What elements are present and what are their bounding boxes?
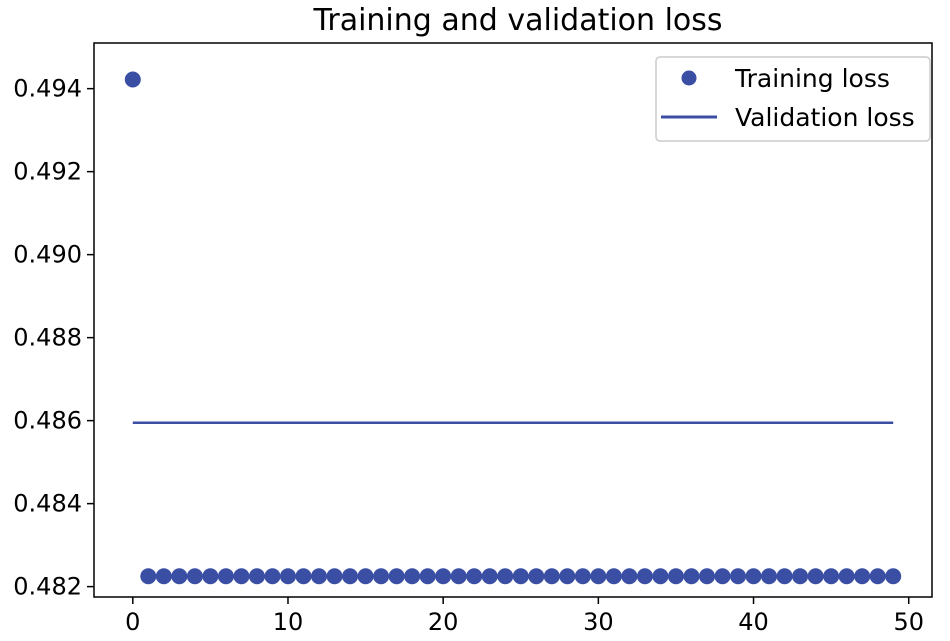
training-loss-point (559, 568, 576, 585)
training-loss-point (326, 568, 343, 585)
training-loss-point (497, 568, 514, 585)
training-loss-point (171, 568, 188, 585)
training-loss-point (264, 568, 281, 585)
training-loss-point (605, 568, 622, 585)
training-loss-point (217, 568, 234, 585)
x-tick-label: 30 (583, 608, 614, 636)
training-loss-point (357, 568, 374, 585)
y-tick-label: 0.490 (13, 241, 82, 269)
training-loss-point (838, 568, 855, 585)
y-tick-label: 0.484 (13, 490, 82, 518)
training-loss-point (450, 568, 467, 585)
legend-label-training: Training loss (734, 64, 890, 93)
training-loss-point (481, 568, 498, 585)
training-loss-point (342, 568, 359, 585)
legend: Training loss Validation loss (655, 56, 931, 142)
training-loss-point (279, 568, 296, 585)
x-tick-label: 20 (428, 608, 459, 636)
training-loss-point (186, 568, 203, 585)
legend-label-validation: Validation loss (735, 103, 915, 132)
training-loss-point (714, 568, 731, 585)
training-loss-point (776, 568, 793, 585)
y-tick-label: 0.482 (13, 573, 82, 601)
training-loss-point (854, 568, 871, 585)
x-tick-label: 50 (893, 608, 924, 636)
training-loss-point (466, 568, 483, 585)
training-loss-point (140, 568, 157, 585)
training-loss-point (652, 568, 669, 585)
y-tick-label: 0.492 (13, 158, 82, 186)
training-loss-point (636, 568, 653, 585)
axes-frame (93, 42, 933, 598)
training-loss-point (869, 568, 886, 585)
training-loss-point (683, 568, 700, 585)
legend-frame (655, 56, 931, 142)
training-loss-point (590, 568, 607, 585)
training-loss-point (761, 568, 778, 585)
y-tick-label: 0.494 (13, 75, 82, 103)
y-tick-label: 0.488 (13, 324, 82, 352)
training-loss-point (730, 568, 747, 585)
training-loss-point (419, 568, 436, 585)
training-loss-point (373, 568, 390, 585)
training-loss-point (295, 568, 312, 585)
training-loss-point (202, 568, 219, 585)
training-loss-point (745, 568, 762, 585)
chart-title: Training and validation loss (312, 3, 722, 38)
training-loss-point (885, 568, 902, 585)
training-loss-point (512, 568, 529, 585)
training-loss-point (528, 568, 545, 585)
training-loss-point (248, 568, 265, 585)
training-loss-point (807, 568, 824, 585)
training-loss-point (698, 568, 715, 585)
training-loss-point (792, 568, 809, 585)
y-tick-label: 0.486 (13, 407, 82, 435)
training-loss-point (233, 568, 250, 585)
training-loss-point (823, 568, 840, 585)
legend-marker-training (681, 70, 697, 86)
training-loss-point (621, 568, 638, 585)
x-tick-label: 40 (738, 608, 769, 636)
training-loss-point (667, 568, 684, 585)
training-loss-point (124, 71, 141, 88)
training-loss-point (435, 568, 452, 585)
training-loss-point (543, 568, 560, 585)
training-loss-point (155, 568, 172, 585)
training-loss-point (311, 568, 328, 585)
x-tick-label: 10 (273, 608, 304, 636)
plot-area: 0 10 20 30 40 50 0.482 0.484 0.486 0.488 0.490 0.49… (13, 42, 933, 636)
training-loss-point (404, 568, 421, 585)
x-tick-label: 0 (125, 608, 140, 636)
training-loss-point (574, 568, 591, 585)
training-loss-point (388, 568, 405, 585)
